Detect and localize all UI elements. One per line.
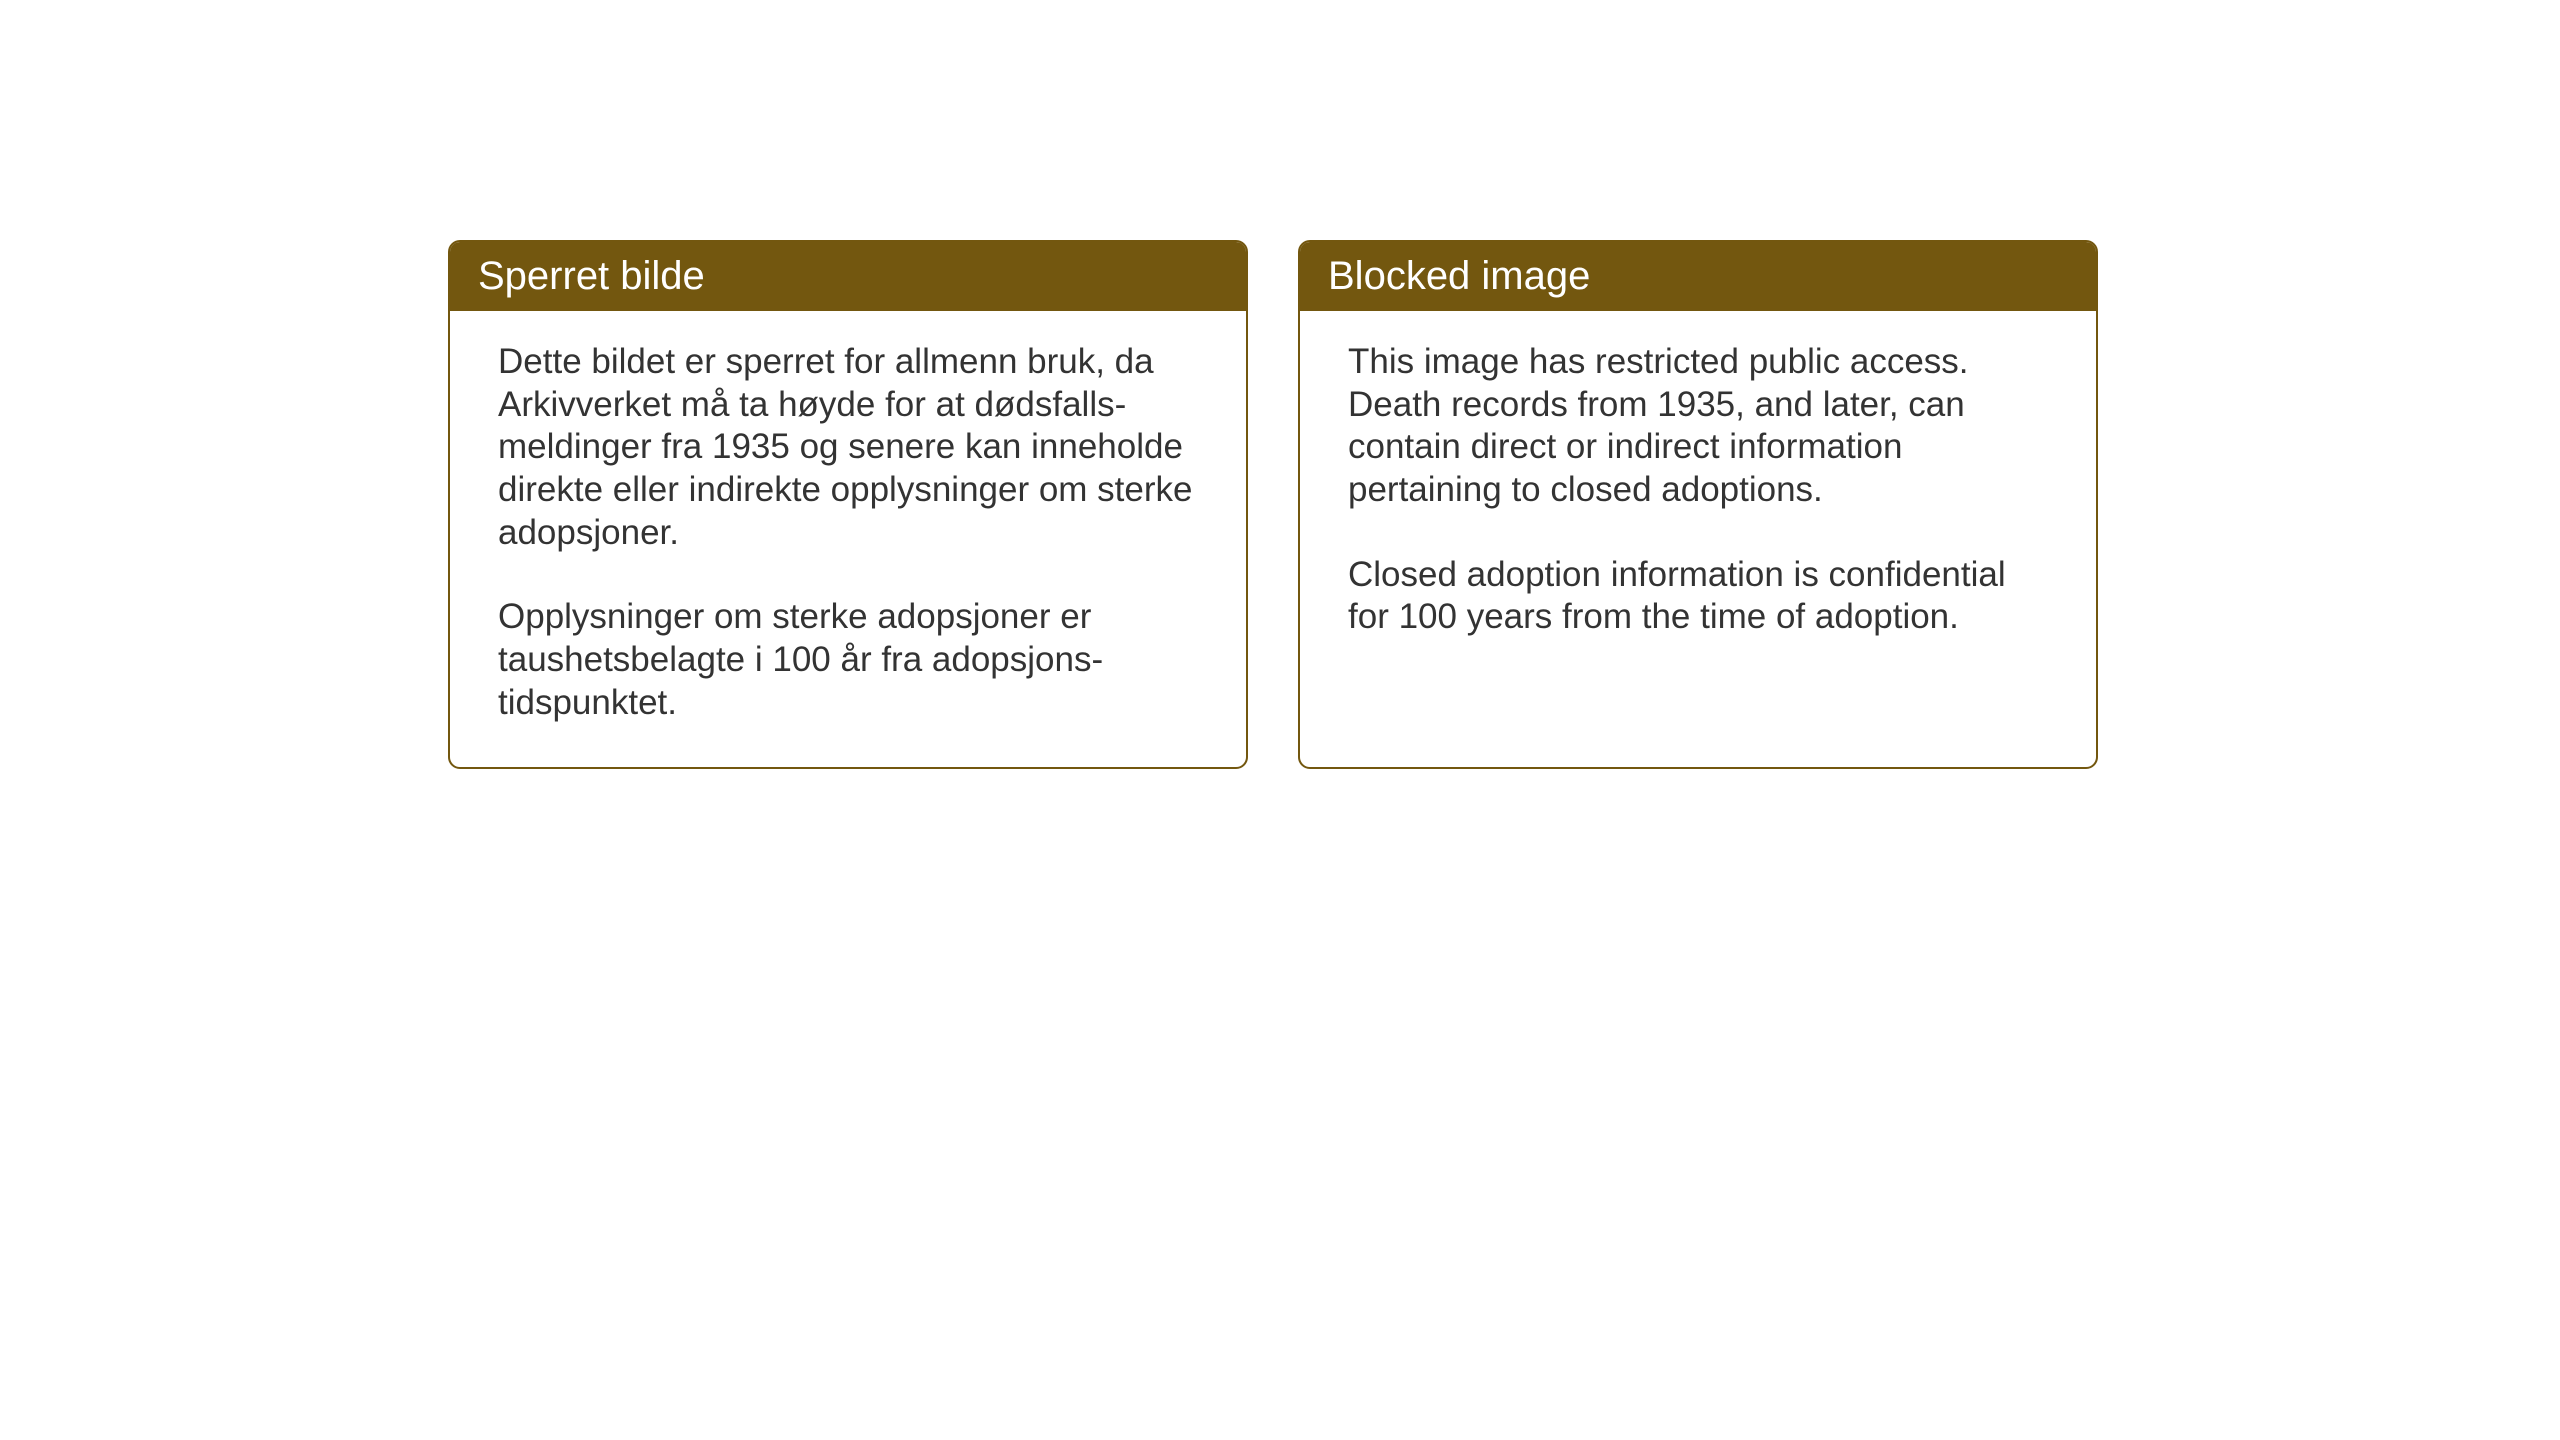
- card-title-norwegian: Sperret bilde: [478, 254, 705, 298]
- cards-container: Sperret bilde Dette bildet er sperret fo…: [448, 240, 2098, 769]
- card-title-english: Blocked image: [1328, 254, 1590, 298]
- card-body-english: This image has restricted public access.…: [1300, 311, 2096, 681]
- card-english: Blocked image This image has restricted …: [1298, 240, 2098, 769]
- card-paragraph-english-2: Closed adoption information is confident…: [1348, 554, 2048, 639]
- card-norwegian: Sperret bilde Dette bildet er sperret fo…: [448, 240, 1248, 769]
- card-header-norwegian: Sperret bilde: [450, 242, 1246, 311]
- card-paragraph-english-1: This image has restricted public access.…: [1348, 341, 2048, 512]
- card-paragraph-norwegian-1: Dette bildet er sperret for allmenn bruk…: [498, 341, 1198, 554]
- card-paragraph-norwegian-2: Opplysninger om sterke adopsjoner er tau…: [498, 596, 1198, 724]
- card-header-english: Blocked image: [1300, 242, 2096, 311]
- card-body-norwegian: Dette bildet er sperret for allmenn bruk…: [450, 311, 1246, 767]
